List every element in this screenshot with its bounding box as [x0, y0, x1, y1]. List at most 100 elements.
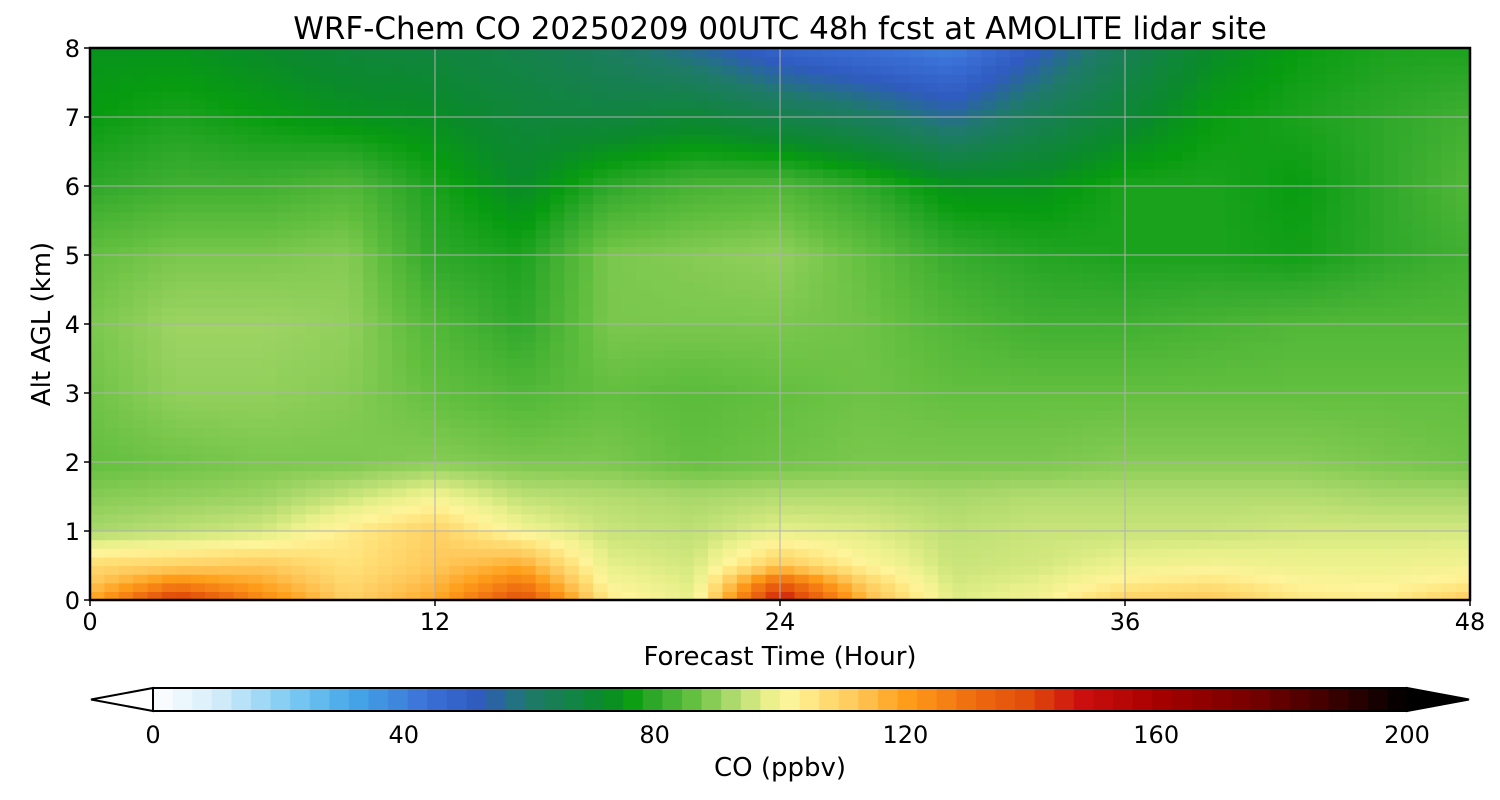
heatmap-cell [952, 246, 968, 256]
heatmap-cell [1455, 211, 1470, 222]
heatmap-cell [535, 168, 551, 178]
heatmap-cell [1096, 418, 1112, 429]
heatmap-cell [621, 220, 637, 230]
heatmap-cell [147, 255, 163, 265]
heatmap-cell [708, 358, 724, 368]
heatmap-cell [780, 324, 795, 334]
heatmap-cell [535, 177, 551, 187]
heatmap-cell [736, 151, 752, 161]
heatmap-cell [607, 194, 623, 204]
heatmap-cell [550, 582, 565, 592]
heatmap-cell [535, 246, 551, 256]
heatmap-cell [636, 272, 652, 282]
heatmap-cell [233, 211, 249, 222]
heatmap-cell [851, 582, 867, 592]
heatmap-cell [837, 194, 853, 204]
heatmap-cell [118, 591, 134, 600]
heatmap-cell [1412, 168, 1428, 178]
heatmap-cell [823, 168, 839, 178]
heatmap-cell [765, 298, 781, 308]
heatmap-cell [722, 505, 738, 515]
heatmap-cell [104, 280, 120, 291]
heatmap-cell [1153, 237, 1169, 247]
heatmap-cell [377, 358, 393, 368]
heatmap-cell [765, 393, 781, 403]
heatmap-cell [1240, 470, 1255, 480]
heatmap-cell [780, 410, 795, 420]
heatmap-cell [463, 453, 479, 463]
heatmap-cell [104, 298, 120, 308]
heatmap-cell [118, 186, 134, 196]
heatmap-cell [133, 401, 149, 411]
heatmap-cell [880, 548, 896, 558]
heatmap-cell [1326, 375, 1342, 385]
heatmap-cell [348, 410, 364, 420]
heatmap-cell [334, 384, 350, 394]
heatmap-cell [1081, 298, 1097, 308]
heatmap-cell [1038, 151, 1054, 161]
heatmap-cell [966, 349, 982, 360]
heatmap-cell [909, 401, 925, 411]
heatmap-cell [708, 211, 724, 222]
heatmap-cell [118, 453, 134, 463]
heatmap-cell [104, 263, 120, 273]
heatmap-cell [1268, 401, 1284, 411]
heatmap-cell [1125, 384, 1140, 394]
heatmap-cell [564, 574, 580, 584]
heatmap-cell [780, 582, 795, 592]
heatmap-cell [104, 539, 120, 549]
heatmap-cell [1067, 556, 1083, 567]
heatmap-cell [1010, 203, 1025, 213]
heatmap-cell [1283, 151, 1299, 161]
heatmap-cell [765, 177, 781, 187]
heatmap-cell [348, 453, 364, 463]
heatmap-cell [650, 410, 666, 420]
heatmap-cell [938, 513, 954, 523]
heatmap-cell [1297, 272, 1313, 282]
heatmap-cell [420, 186, 436, 196]
heatmap-cell [1110, 160, 1126, 170]
heatmap-cell [851, 315, 867, 325]
heatmap-cell [938, 298, 954, 308]
heatmap-cell [1254, 522, 1270, 532]
heatmap-cell [1441, 160, 1457, 170]
heatmap-cell [320, 505, 335, 515]
heatmap-cell [205, 548, 220, 558]
heatmap-cell [90, 384, 105, 394]
heatmap-cell [1441, 237, 1457, 247]
heatmap-cell [794, 324, 810, 334]
heatmap-cell [521, 384, 537, 394]
heatmap-cell [607, 349, 623, 360]
heatmap-cell [1067, 255, 1083, 265]
heatmap-cell [722, 160, 738, 170]
heatmap-cell [1024, 298, 1040, 308]
heatmap-cell [1355, 453, 1370, 463]
heatmap-cell [1067, 522, 1083, 532]
heatmap-cell [1383, 324, 1399, 334]
heatmap-cell [1139, 539, 1155, 549]
heatmap-cell [780, 565, 795, 575]
heatmap-cell [550, 194, 565, 204]
heatmap-cell [133, 358, 149, 368]
heatmap-cell [161, 591, 177, 600]
heatmap-cell [478, 444, 494, 454]
heatmap-cell [909, 539, 925, 549]
heatmap-cell [90, 211, 105, 222]
heatmap-cell [248, 591, 264, 600]
heatmap-cell [1024, 556, 1040, 567]
heatmap-cell [593, 263, 609, 273]
heatmap-cell [1081, 539, 1097, 549]
heatmap-cell [693, 470, 709, 480]
heatmap-cell [1441, 531, 1457, 541]
heatmap-cell [1398, 324, 1414, 334]
heatmap-cell [291, 565, 307, 575]
heatmap-cell [1340, 539, 1356, 549]
heatmap-cell [1168, 487, 1184, 498]
heatmap-cell [1398, 177, 1414, 187]
heatmap-cell [406, 531, 422, 541]
heatmap-cell [478, 315, 494, 325]
heatmap-cell [1067, 246, 1083, 256]
heatmap-cell [190, 332, 206, 342]
heatmap-cell [305, 565, 321, 575]
heatmap-cell [1196, 375, 1212, 385]
